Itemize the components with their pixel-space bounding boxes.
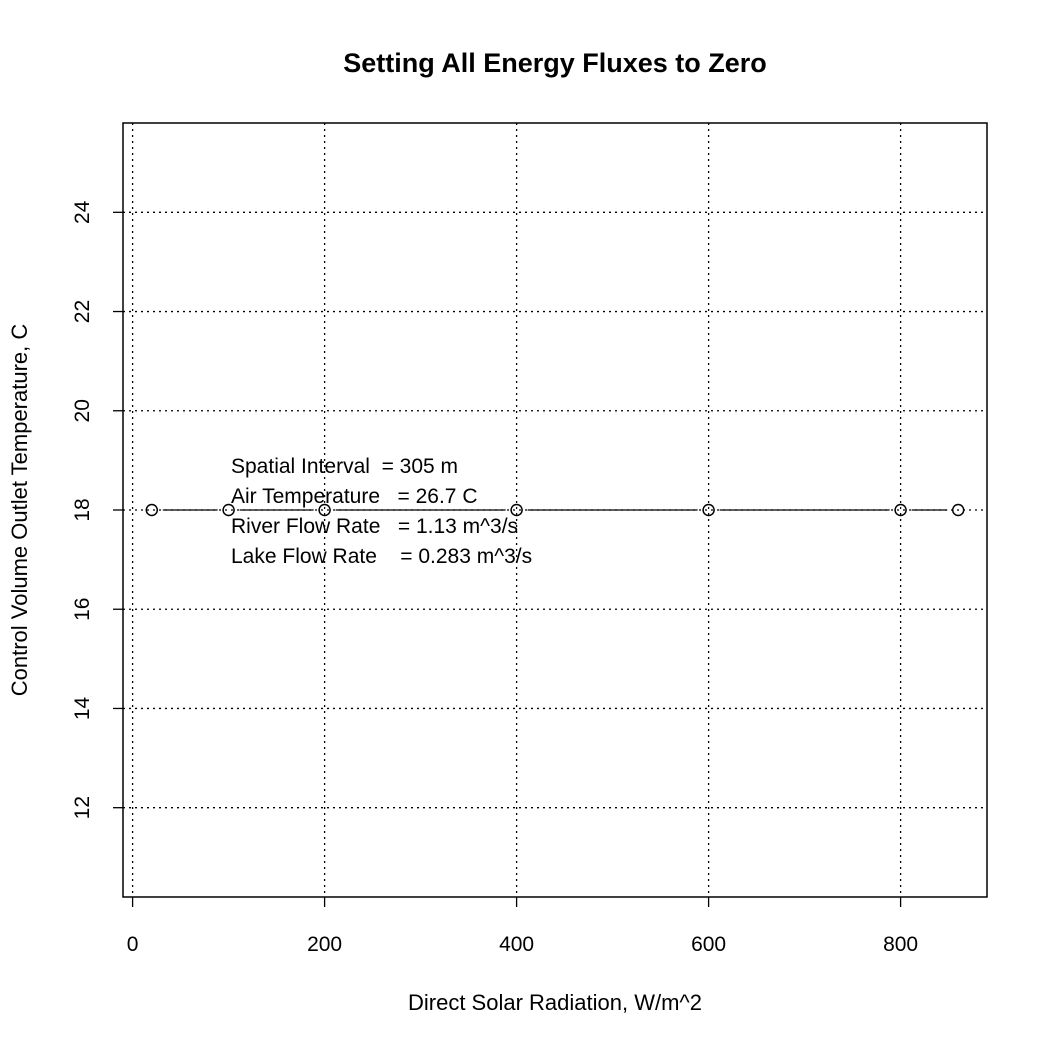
annotation-line: Lake Flow Rate = 0.283 m^3/s	[231, 545, 532, 568]
annotation-line: Air Temperature = 26.7 C	[231, 485, 477, 508]
data-point	[702, 503, 715, 517]
data-point	[894, 503, 907, 517]
x-tick-label: 0	[127, 933, 139, 956]
annotation-line: Spatial Interval = 305 m	[231, 455, 458, 478]
y-tick-label: 18	[71, 498, 94, 521]
annotations: Spatial Interval = 305 m Air Temperature …	[231, 455, 532, 568]
x-tick-label: 800	[883, 933, 918, 956]
y-tick-label: 16	[71, 598, 94, 621]
y-axis: 12 14 16 18 20 22 24	[71, 200, 123, 819]
data-point	[318, 503, 331, 517]
y-tick-label: 20	[71, 399, 94, 422]
annotation-line: River Flow Rate = 1.13 m^3/s	[231, 515, 518, 538]
x-axis: 0 200 400 600 800	[127, 897, 918, 956]
x-axis-label: Direct Solar Radiation, W/m^2	[408, 990, 702, 1015]
data-point	[510, 503, 523, 517]
y-tick-label: 14	[71, 696, 94, 720]
chart-title: Setting All Energy Fluxes to Zero	[343, 48, 767, 78]
y-tick-label: 24	[71, 200, 94, 224]
x-tick-label: 200	[307, 933, 342, 956]
data-point	[951, 503, 965, 517]
y-tick-label: 22	[71, 300, 94, 323]
y-tick-label: 12	[71, 796, 94, 819]
data-point	[145, 503, 159, 517]
data-point	[222, 503, 235, 517]
data-series	[145, 503, 965, 517]
x-tick-label: 600	[691, 933, 726, 956]
x-tick-label: 400	[499, 933, 534, 956]
y-axis-label: Control Volume Outlet Temperature, C	[7, 324, 32, 697]
